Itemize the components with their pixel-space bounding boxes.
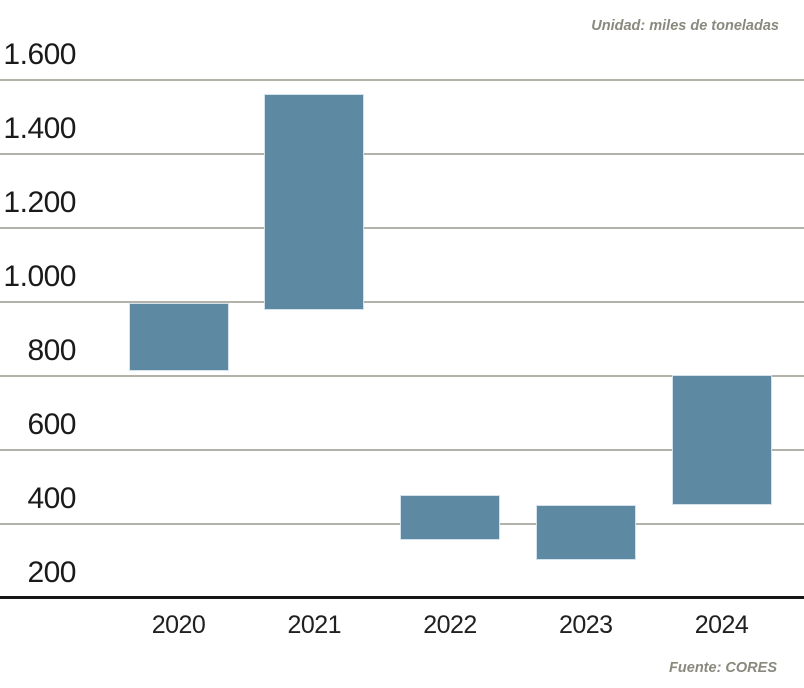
x-axis-tick-label-2023: 2023 [558,611,613,639]
gridline-1600 [0,79,804,81]
gridline-1400 [0,153,804,155]
y-axis-tick-label: 1.000 [3,260,76,293]
y-axis-tick-label: 1.200 [3,186,76,219]
range-bar-2020 [129,303,228,371]
range-bar-2023 [536,505,635,560]
unit-note: Unidad: miles de toneladas [591,18,779,34]
gridline-1000 [0,301,804,303]
gridline-1200 [0,227,804,229]
gridline-800 [0,375,804,377]
range-bar-2024 [672,376,771,504]
gridline-600 [0,449,804,451]
y-axis-tick-label: 600 [27,408,76,441]
y-axis-tick-label: 1.400 [3,112,76,145]
y-axis-tick-label: 800 [27,334,76,367]
range-bar-2021 [265,94,364,310]
x-axis-tick-label-2024: 2024 [694,611,749,639]
x-axis-baseline [0,596,804,599]
x-axis-tick-label-2020: 2020 [151,611,206,639]
y-axis-tick-label: 1.600 [3,38,76,71]
y-axis-tick-label: 200 [27,556,76,589]
x-axis-tick-label-2021: 2021 [287,611,342,639]
source-note: Fuente: CORES [669,660,777,676]
range-bar-2022 [401,496,499,539]
x-axis-tick-label-2022: 2022 [423,611,477,639]
y-axis-tick-label: 400 [27,482,76,515]
